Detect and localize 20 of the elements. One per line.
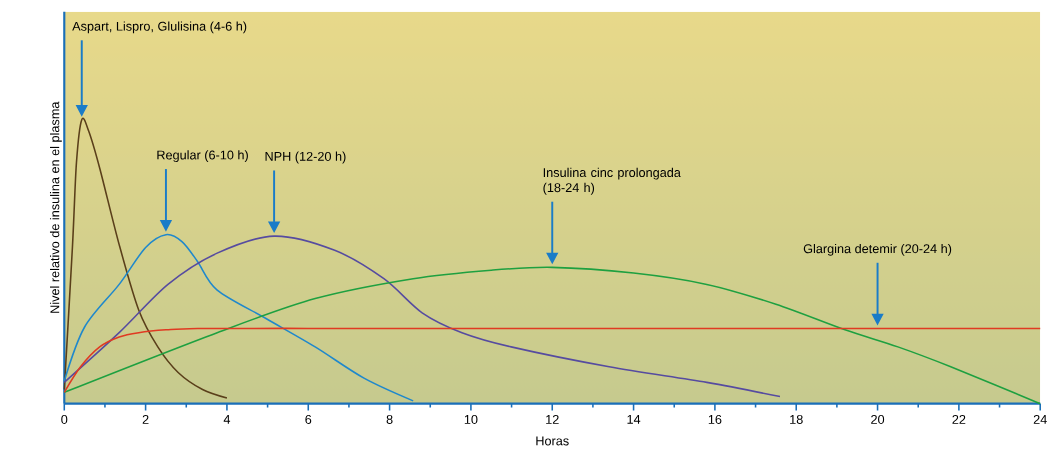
- x-tick-label: 10: [464, 414, 478, 424]
- annotation: Glargina detemir (20-24 h): [803, 243, 952, 256]
- x-tick-label: 8: [386, 414, 393, 424]
- x-tick-label: 4: [223, 414, 231, 424]
- x-tick-label: 18: [790, 414, 803, 424]
- x-tick-label: 14: [627, 414, 641, 424]
- y-axis-title: Nivel relativo de insulina en el plasma: [49, 101, 62, 313]
- x-tick-label: 16: [708, 414, 722, 424]
- x-tick-label: 24: [1033, 414, 1047, 424]
- x-tick-label: 2: [142, 414, 149, 424]
- annotation: Regular (6-10 h): [157, 150, 248, 162]
- x-tick-label: 6: [305, 414, 312, 424]
- annotation: NPH (12-20 h): [265, 151, 346, 164]
- annotation: Insulina cinc prolongada (18-24 h): [543, 167, 681, 195]
- x-tick-label: 22: [952, 414, 966, 424]
- x-tick-label: 0: [61, 414, 68, 424]
- x-axis-title: Horas: [536, 436, 569, 446]
- x-tick-label: 20: [871, 414, 885, 424]
- text: Aspart, Lispro, Glulisina (4-6 h): [72, 21, 247, 34]
- x-tick-label: 12: [546, 414, 559, 424]
